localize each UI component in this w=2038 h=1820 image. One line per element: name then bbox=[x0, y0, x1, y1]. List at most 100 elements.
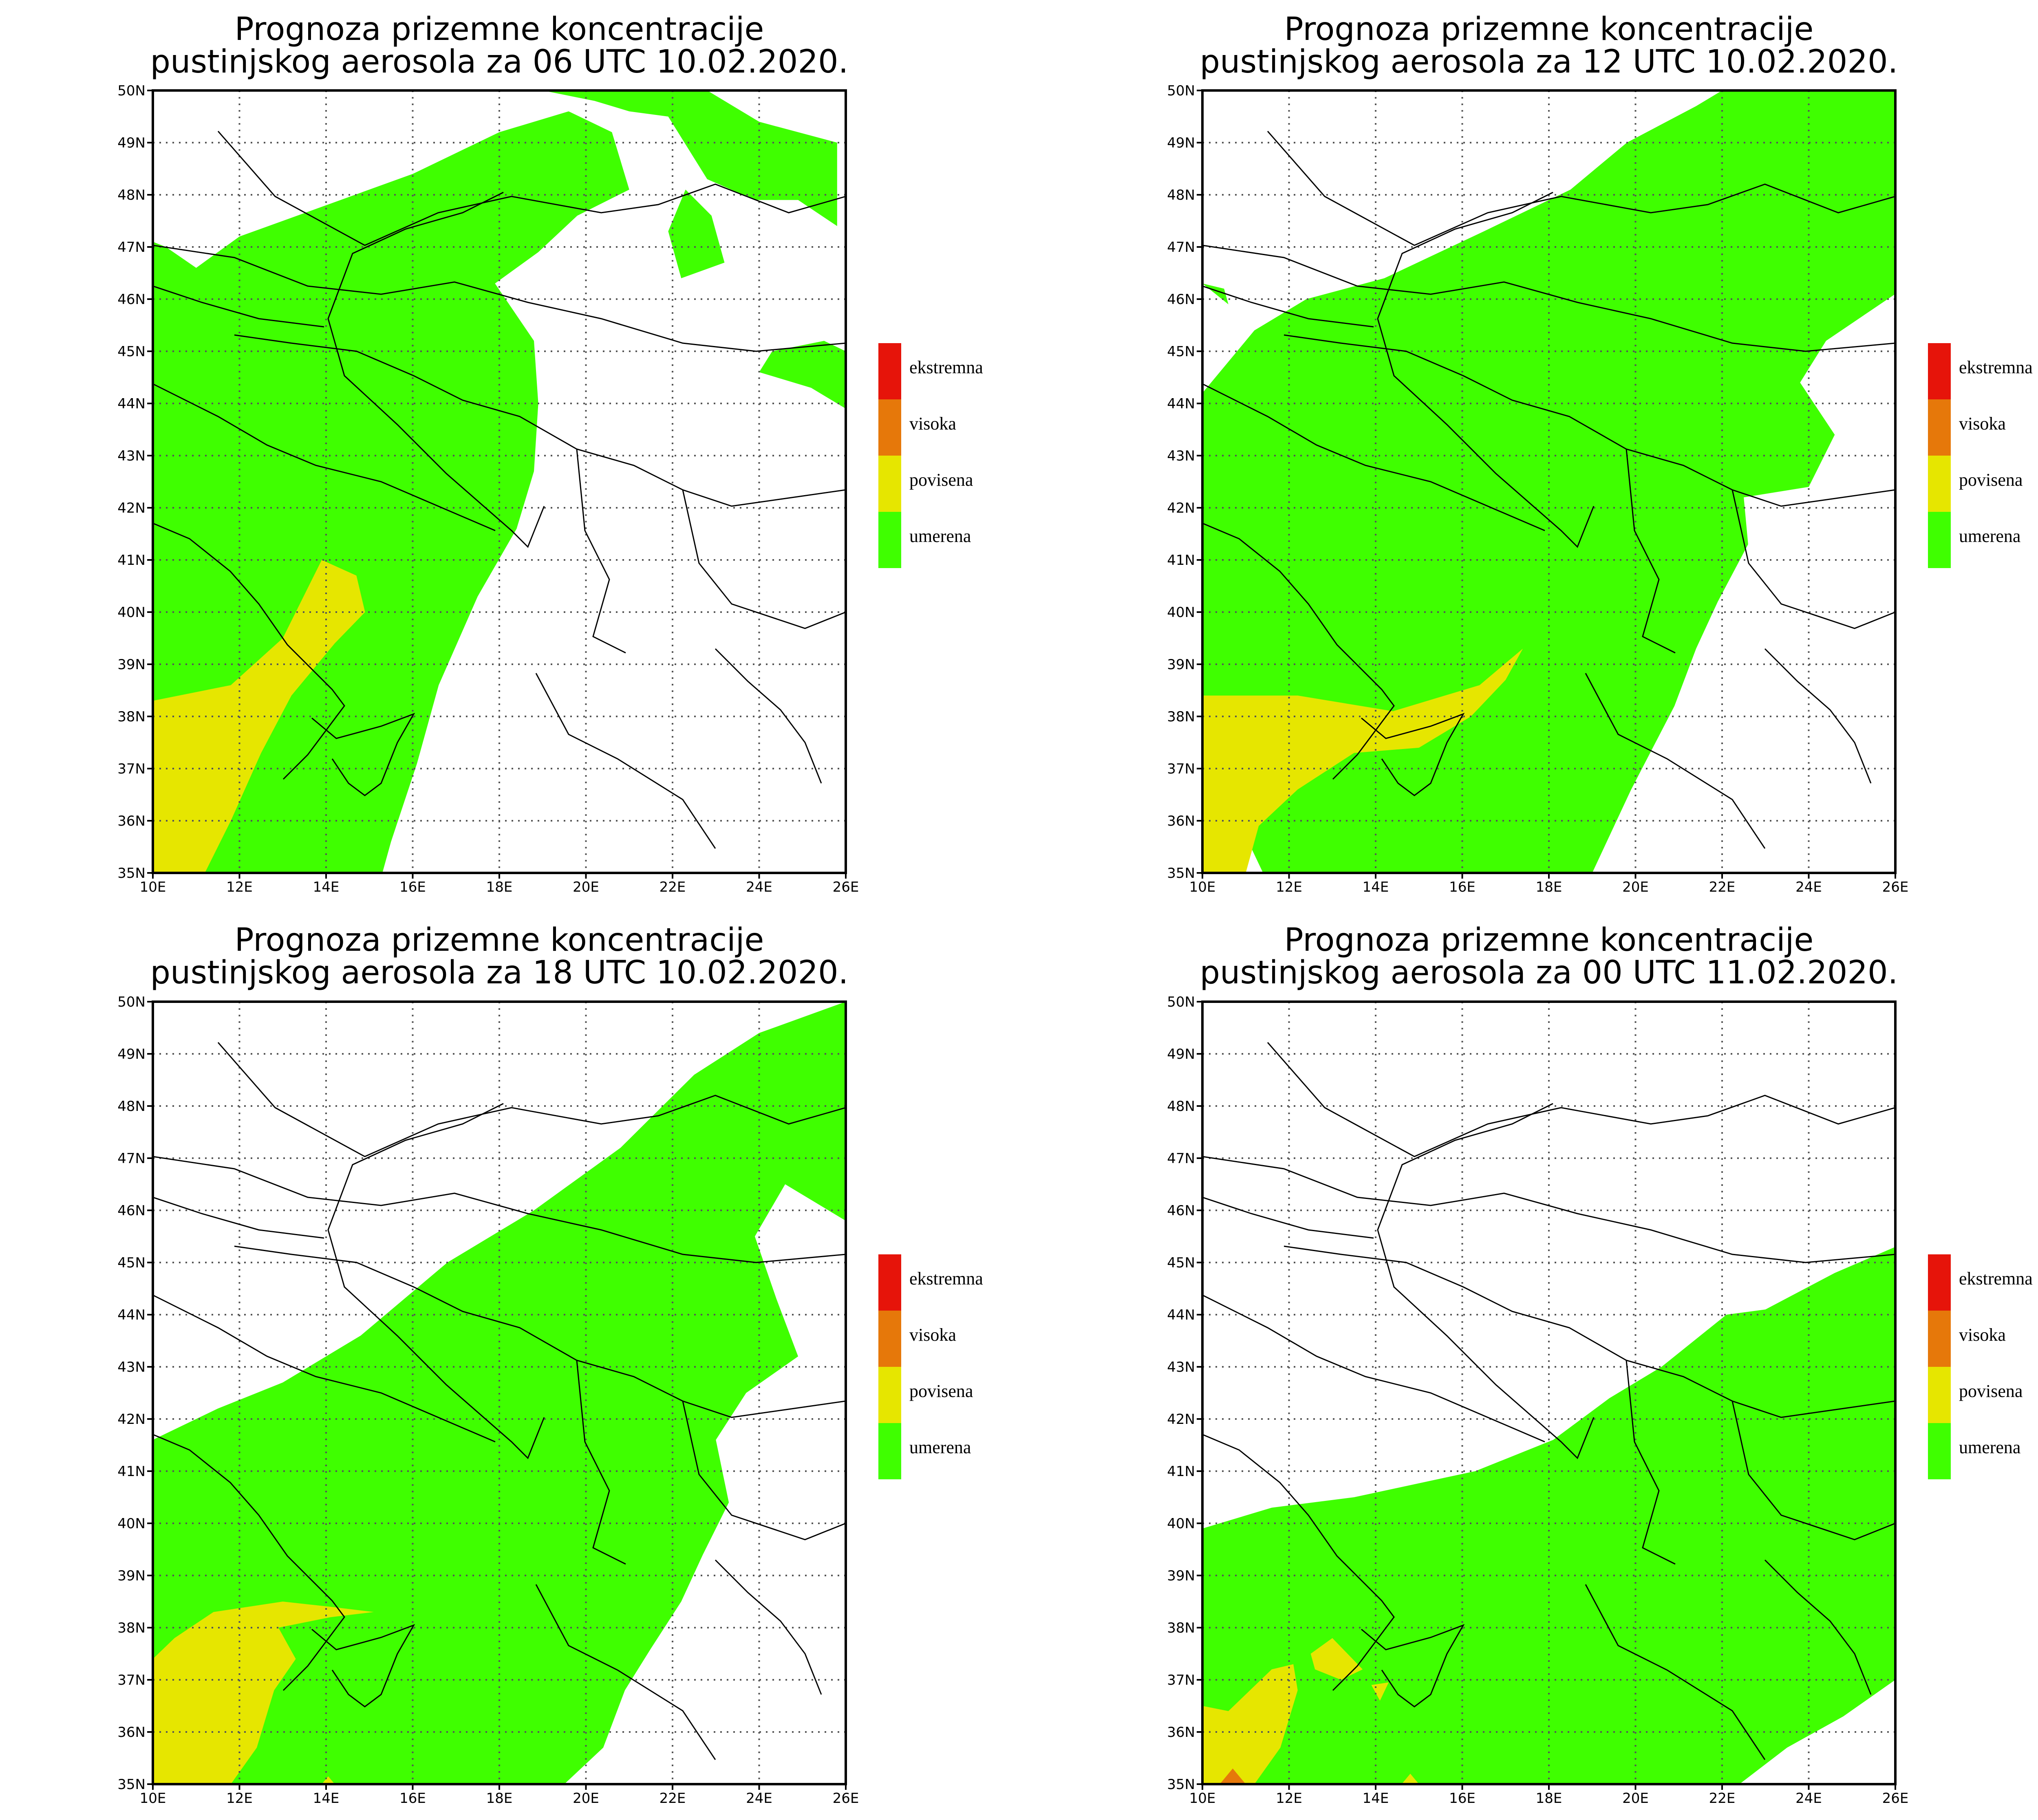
lon-tick-label: 18E bbox=[486, 879, 513, 895]
legend-swatch-povisena bbox=[1928, 456, 1951, 512]
legend-label-povisena: povisena bbox=[909, 1381, 973, 1401]
lon-tick-label: 22E bbox=[1709, 879, 1736, 895]
lon-tick-label: 18E bbox=[486, 1790, 513, 1807]
panel-title-line2: pustinjskog aerosola za 12 UTC 10.02.202… bbox=[1200, 44, 1898, 80]
umerena-region bbox=[543, 90, 837, 226]
legend-label-ekstremna: ekstremna bbox=[1959, 1269, 2033, 1289]
lon-tick-label: 12E bbox=[226, 1790, 253, 1807]
panel-title-line1: Prognoza prizemne koncentracije bbox=[1284, 922, 1814, 958]
legend-swatch-visoka bbox=[1928, 399, 1951, 456]
lat-tick-label: 50N bbox=[117, 83, 146, 99]
legend-swatch-povisena bbox=[878, 1367, 901, 1423]
panel-title-line2: pustinjskog aerosola za 00 UTC 11.02.202… bbox=[1200, 954, 1898, 991]
lat-tick-label: 37N bbox=[117, 1672, 146, 1688]
legend: ekstremna visoka povisena umerena bbox=[1928, 343, 2033, 568]
lon-tick-label: 14E bbox=[313, 879, 340, 895]
forecast-panel-12utc: Prognoza prizemne koncentracije pustinjs… bbox=[1167, 11, 2033, 895]
lon-tick-label: 22E bbox=[659, 1790, 686, 1807]
povisena-region bbox=[1310, 1638, 1363, 1680]
map-plot bbox=[153, 90, 846, 873]
lat-tick-label: 44N bbox=[117, 1307, 146, 1323]
lat-tick-label: 40N bbox=[1167, 1516, 1195, 1532]
panel-title-line2: pustinjskog aerosola za 06 UTC 10.02.202… bbox=[150, 44, 849, 80]
lat-tick-label: 50N bbox=[1167, 83, 1195, 99]
lat-tick-label: 37N bbox=[1167, 1672, 1195, 1688]
lat-tick-label: 35N bbox=[1167, 865, 1195, 881]
lat-tick-label: 38N bbox=[1167, 709, 1195, 725]
lat-tick-label: 45N bbox=[117, 1255, 146, 1271]
lat-tick-label: 45N bbox=[117, 344, 146, 360]
lat-tick-label: 35N bbox=[117, 865, 146, 881]
lat-tick-label: 42N bbox=[117, 500, 146, 516]
lat-tick-label: 47N bbox=[117, 1150, 146, 1167]
coastline-and-borders bbox=[153, 131, 846, 849]
lon-tick-label: 16E bbox=[1449, 1790, 1476, 1807]
lon-tick-label: 24E bbox=[1795, 879, 1822, 895]
lat-tick-label: 39N bbox=[117, 1568, 146, 1584]
legend-label-umerena: umerena bbox=[909, 1437, 971, 1457]
legend-label-visoka: visoka bbox=[909, 1325, 956, 1345]
lat-tick-label: 44N bbox=[1167, 1307, 1195, 1323]
lon-tick-label: 26E bbox=[833, 879, 859, 895]
coastline-and-borders bbox=[153, 1042, 846, 1760]
lon-tick-label: 16E bbox=[399, 1790, 426, 1807]
legend-label-umerena: umerena bbox=[909, 526, 971, 546]
panel-title-line1: Prognoza prizemne koncentracije bbox=[235, 11, 764, 48]
povisena-region bbox=[153, 560, 365, 873]
lon-tick-label: 14E bbox=[1363, 1790, 1389, 1807]
lat-tick-label: 42N bbox=[117, 1411, 146, 1428]
povisena-region bbox=[322, 1776, 335, 1784]
lat-tick-label: 49N bbox=[1167, 135, 1195, 151]
lat-tick-label: 41N bbox=[117, 552, 146, 568]
visoka-region bbox=[1220, 1768, 1246, 1784]
lon-tick-label: 16E bbox=[1449, 879, 1476, 895]
lat-tick-label: 42N bbox=[1167, 500, 1195, 516]
lat-tick-label: 49N bbox=[117, 1046, 146, 1062]
lat-tick-label: 42N bbox=[1167, 1411, 1195, 1428]
lat-tick-label: 47N bbox=[1167, 1150, 1195, 1167]
legend-label-povisena: povisena bbox=[1959, 1381, 2023, 1401]
coastline-and-borders bbox=[1202, 1042, 1895, 1760]
povisena-region bbox=[153, 1602, 374, 1784]
forecast-panel-06utc: Prognoza prizemne koncentracije pustinjs… bbox=[117, 11, 983, 895]
legend-swatch-ekstremna bbox=[878, 343, 901, 399]
lat-tick-label: 37N bbox=[117, 761, 146, 777]
legend-swatch-ekstremna bbox=[1928, 343, 1951, 399]
lon-tick-label: 26E bbox=[1882, 1790, 1909, 1807]
legend-label-ekstremna: ekstremna bbox=[1959, 357, 2033, 377]
legend-swatch-visoka bbox=[878, 399, 901, 456]
legend-label-umerena: umerena bbox=[1959, 526, 2020, 546]
lat-tick-label: 44N bbox=[1167, 396, 1195, 412]
legend-swatch-visoka bbox=[878, 1311, 901, 1367]
map-plot bbox=[153, 1002, 846, 1784]
lon-tick-label: 24E bbox=[1795, 1790, 1822, 1807]
legend: ekstremna visoka povisena umerena bbox=[878, 343, 983, 568]
lat-tick-label: 36N bbox=[1167, 813, 1195, 829]
legend-label-umerena: umerena bbox=[1959, 1437, 2020, 1457]
lat-tick-label: 40N bbox=[117, 604, 146, 621]
lon-tick-label: 10E bbox=[140, 879, 166, 895]
lon-tick-label: 26E bbox=[1882, 879, 1909, 895]
lat-tick-label: 38N bbox=[117, 1620, 146, 1636]
lat-tick-label: 49N bbox=[117, 135, 146, 151]
lon-tick-label: 20E bbox=[1622, 879, 1649, 895]
lat-tick-label: 40N bbox=[1167, 604, 1195, 621]
legend-label-ekstremna: ekstremna bbox=[909, 357, 983, 377]
panel-title-line1: Prognoza prizemne koncentracije bbox=[1284, 11, 1814, 48]
lon-tick-label: 20E bbox=[573, 1790, 599, 1807]
lat-tick-label: 37N bbox=[1167, 761, 1195, 777]
umerena-region bbox=[759, 341, 846, 409]
lat-tick-label: 50N bbox=[1167, 994, 1195, 1010]
lon-tick-label: 12E bbox=[226, 879, 253, 895]
lon-tick-label: 10E bbox=[1189, 1790, 1216, 1807]
legend-swatch-visoka bbox=[1928, 1311, 1951, 1367]
legend-label-visoka: visoka bbox=[1959, 1325, 2006, 1345]
lon-tick-label: 20E bbox=[1622, 1790, 1649, 1807]
legend-label-povisena: povisena bbox=[909, 470, 973, 490]
lat-tick-label: 41N bbox=[1167, 552, 1195, 568]
lat-tick-label: 46N bbox=[1167, 1203, 1195, 1219]
lon-tick-label: 14E bbox=[1363, 879, 1389, 895]
lat-tick-label: 35N bbox=[1167, 1776, 1195, 1793]
lat-tick-label: 43N bbox=[117, 448, 146, 464]
